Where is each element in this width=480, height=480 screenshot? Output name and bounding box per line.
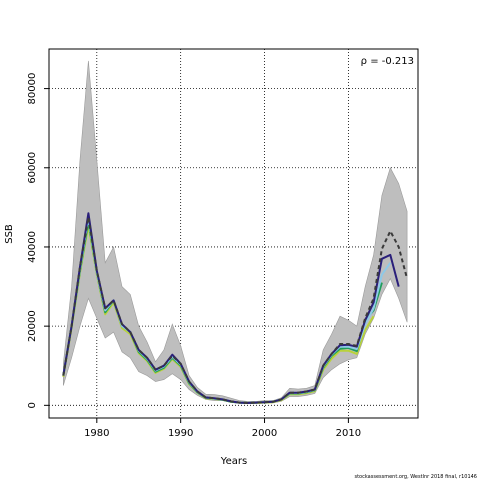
series-line-0 [62, 216, 409, 404]
y-tick-label: 60000 [27, 152, 38, 184]
rho-annotation: ρ = -0.213 [361, 56, 414, 67]
y-tick-label: 0 [27, 402, 38, 408]
x-tick-label: 1980 [84, 428, 109, 439]
plot-frame [48, 48, 419, 419]
credit-text: stockassessment.org, Westlnr 2018 final,… [354, 474, 477, 480]
x-tick-label: 2000 [252, 428, 277, 439]
x-tick-label: 1990 [168, 428, 193, 439]
grid-lines [49, 49, 418, 418]
confidence-band-layer [63, 60, 408, 404]
y-axis-title: SSB [4, 224, 15, 244]
series-layer [62, 212, 409, 404]
x-axis-title: Years [220, 456, 247, 467]
y-tick-label: 80000 [27, 73, 38, 105]
y-tick-label: 20000 [27, 310, 38, 342]
y-tick-label: 40000 [27, 231, 38, 263]
axis-ticks: 1980 1990 2000 2010 0 20000 40000 60000 80000 [27, 73, 361, 439]
confidence-band [63, 60, 408, 404]
x-tick-label: 2010 [336, 428, 361, 439]
